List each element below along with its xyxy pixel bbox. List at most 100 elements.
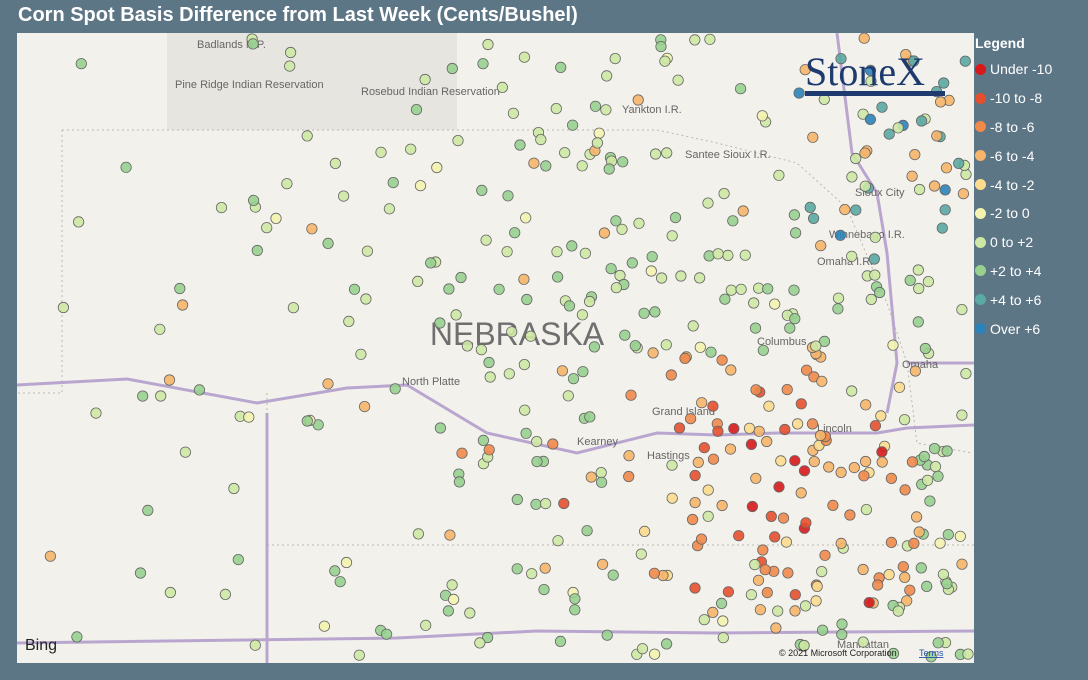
site-dot[interactable] [807, 212, 820, 224]
site-dot[interactable] [793, 87, 805, 99]
site-dot[interactable] [659, 55, 671, 67]
site-dot[interactable] [718, 188, 730, 200]
site-dot[interactable] [800, 364, 813, 376]
site-dot[interactable] [666, 492, 678, 504]
site-dot[interactable] [633, 217, 645, 229]
site-dot[interactable] [588, 341, 601, 353]
site-dot[interactable] [638, 307, 650, 319]
site-dot[interactable] [832, 303, 844, 315]
site-dot[interactable] [552, 535, 564, 547]
site-dot[interactable] [134, 567, 147, 579]
site-dot[interactable] [789, 227, 802, 239]
site-dot[interactable] [120, 161, 132, 173]
site-dot[interactable] [904, 584, 916, 596]
site-dot[interactable] [660, 339, 672, 351]
site-dot[interactable] [450, 309, 462, 321]
site-dot[interactable] [717, 632, 729, 644]
site-dot[interactable] [655, 272, 668, 284]
site-dot[interactable] [836, 618, 848, 630]
site-dot[interactable] [484, 371, 496, 383]
site-dot[interactable] [858, 470, 870, 482]
site-dot[interactable] [71, 631, 83, 643]
site-dot[interactable] [215, 202, 228, 214]
site-dot[interactable] [750, 384, 762, 396]
site-dot[interactable] [925, 651, 937, 663]
site-dot[interactable] [810, 595, 822, 607]
site-dot[interactable] [249, 639, 261, 651]
legend-item[interactable]: +4 to +6 [975, 285, 1052, 314]
site-dot[interactable] [696, 397, 708, 409]
site-dot[interactable] [675, 270, 687, 282]
site-dot[interactable] [526, 568, 538, 580]
site-dot[interactable] [666, 459, 678, 471]
site-dot[interactable] [405, 143, 417, 155]
site-dot[interactable] [860, 399, 872, 411]
site-dot[interactable] [941, 445, 953, 457]
site-dot[interactable] [892, 122, 904, 134]
site-dot[interactable] [547, 438, 559, 450]
site-dot[interactable] [773, 481, 785, 493]
site-dot[interactable] [919, 342, 932, 355]
site-dot[interactable] [757, 544, 769, 556]
site-dot[interactable] [626, 257, 638, 269]
site-dot[interactable] [875, 410, 887, 422]
site-dot[interactable] [648, 567, 661, 579]
site-dot[interactable] [799, 64, 811, 76]
site-dot[interactable] [928, 442, 941, 455]
site-dot[interactable] [733, 530, 745, 542]
site-dot[interactable] [482, 38, 494, 51]
site-dot[interactable] [521, 293, 533, 306]
site-dot[interactable] [795, 487, 807, 499]
site-dot[interactable] [906, 170, 918, 182]
site-dot[interactable] [193, 384, 205, 396]
site-dot[interactable] [876, 446, 888, 458]
site-dot[interactable] [759, 564, 771, 576]
site-dot[interactable] [883, 128, 895, 140]
site-dot[interactable] [616, 223, 628, 235]
site-dot[interactable] [179, 446, 191, 458]
site-dot[interactable] [566, 119, 579, 131]
legend-item[interactable]: -6 to -4 [975, 141, 1052, 170]
site-dot[interactable] [832, 292, 845, 304]
terms[interactable]: Terms [919, 648, 944, 658]
site-dot[interactable] [412, 275, 424, 287]
site-dot[interactable] [912, 316, 924, 328]
map[interactable]: NEBRASKA Badlands N.P.Pine Ridge Indian … [17, 33, 974, 663]
site-dot[interactable] [872, 579, 884, 591]
site-dot[interactable] [661, 147, 673, 159]
site-dot[interactable] [419, 73, 431, 86]
site-dot[interactable] [724, 443, 737, 455]
site-dot[interactable] [908, 537, 920, 549]
site-dot[interactable] [425, 257, 437, 269]
site-dot[interactable] [493, 283, 505, 295]
site-dot[interactable] [551, 271, 564, 283]
site-dot[interactable] [610, 215, 622, 227]
site-dot[interactable] [361, 245, 373, 257]
site-dot[interactable] [702, 510, 714, 522]
legend-item[interactable]: -8 to -6 [975, 113, 1052, 142]
site-dot[interactable] [535, 134, 547, 146]
site-dot[interactable] [728, 422, 740, 435]
site-dot[interactable] [844, 509, 856, 521]
site-dot[interactable] [596, 558, 609, 570]
site-dot[interactable] [779, 423, 791, 436]
site-dot[interactable] [646, 251, 658, 263]
site-dot[interactable] [577, 366, 589, 378]
site-dot[interactable] [939, 184, 951, 196]
site-dot[interactable] [754, 604, 767, 616]
site-dot[interactable] [461, 340, 473, 352]
site-dot[interactable] [539, 497, 552, 510]
site-dot[interactable] [155, 390, 167, 402]
site-dot[interactable] [939, 204, 951, 216]
site-dot[interactable] [788, 284, 800, 296]
site-dot[interactable] [834, 229, 847, 241]
site-dot[interactable] [177, 299, 189, 311]
site-dot[interactable] [72, 216, 85, 228]
site-dot[interactable] [769, 298, 781, 310]
site-dot[interactable] [502, 190, 514, 202]
site-dot[interactable] [761, 586, 773, 599]
site-dot[interactable] [464, 607, 476, 619]
site-dot[interactable] [912, 264, 924, 276]
site-dot[interactable] [474, 637, 486, 649]
site-dot[interactable] [800, 517, 812, 529]
